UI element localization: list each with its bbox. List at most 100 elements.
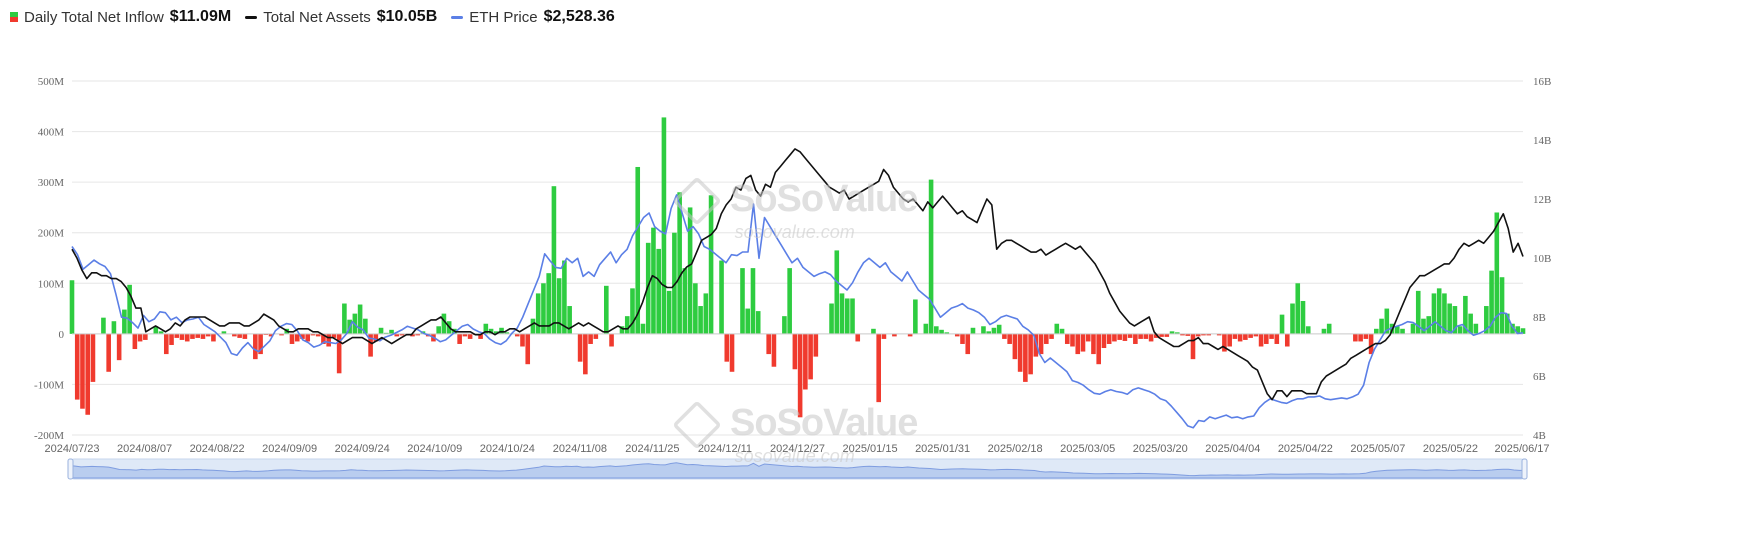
y-left-tick-label: 300M	[38, 177, 65, 189]
inflow-bar	[368, 333, 373, 357]
inflow-bar	[682, 268, 688, 334]
navigator-right-handle[interactable]	[1521, 458, 1528, 480]
inflow-bar	[1085, 333, 1091, 342]
inflow-bar	[829, 303, 834, 334]
inflow-bar	[1300, 300, 1306, 334]
inflow-bar	[792, 333, 798, 370]
inflow-bar	[1520, 328, 1526, 334]
inflow-bar	[1415, 290, 1421, 334]
x-tick-label: 2025/05/22	[1423, 443, 1478, 455]
inflow-bar	[1452, 306, 1458, 334]
inflow-bar	[1290, 303, 1295, 334]
inflow-bar	[803, 333, 808, 390]
x-tick-label: 2024/07/23	[44, 443, 99, 455]
inflow-bar	[195, 333, 201, 338]
inflow-bar	[1394, 326, 1400, 334]
inflow-bar	[1384, 308, 1390, 334]
inflow-bar	[1195, 333, 1201, 337]
inflow-bar	[934, 326, 939, 334]
inflow-bar	[1038, 333, 1044, 355]
inflow-bar	[336, 333, 342, 374]
inflow-bar	[1148, 333, 1154, 342]
inflow-bar	[619, 326, 625, 334]
legend-item-price[interactable]: ETH Price $2,528.36	[451, 8, 615, 26]
inflow-bar	[389, 329, 394, 334]
x-tick-label: 2024/10/24	[480, 443, 535, 455]
inflow-bar	[184, 333, 190, 342]
inflow-swatch-icon	[10, 12, 18, 22]
inflow-bar	[383, 332, 389, 334]
inflow-bar	[970, 327, 976, 334]
inflow-bar	[1138, 333, 1143, 339]
inflow-bar	[745, 308, 751, 334]
inflow-bar	[630, 288, 635, 334]
inflow-bar	[693, 283, 698, 334]
x-tick-label: 2025/04/04	[1205, 443, 1260, 455]
inflow-bar	[1080, 333, 1086, 352]
inflow-bar	[1269, 333, 1274, 339]
inflow-bar	[499, 327, 504, 334]
inflow-bar	[242, 333, 248, 339]
inflow-bar	[703, 293, 709, 334]
x-tick-label: 2025/04/22	[1278, 443, 1333, 455]
chart-legend: Daily Total Net Inflow $11.09M Total Net…	[10, 4, 615, 30]
x-tick-label: 2025/01/31	[915, 443, 970, 455]
inflow-bar	[1305, 326, 1311, 334]
x-tick-label: 2024/12/11	[698, 443, 752, 455]
inflow-bar	[535, 293, 541, 334]
inflow-bar	[69, 280, 75, 334]
navigator-left-handle[interactable]	[67, 458, 74, 480]
eth-price-line	[71, 194, 1524, 429]
inflow-bar	[1143, 333, 1149, 339]
inflow-bar	[677, 192, 682, 334]
inflow-bar	[797, 333, 803, 418]
y-right-tick-label: 16B	[1533, 76, 1551, 88]
inflow-bar	[1442, 293, 1447, 334]
x-tick-label: 2025/01/15	[843, 443, 898, 455]
inflow-bar	[954, 333, 960, 337]
inflow-bar	[687, 207, 693, 334]
legend-price-value: $2,528.36	[543, 8, 615, 25]
inflow-bar	[143, 333, 148, 340]
inflow-bar	[604, 285, 609, 334]
inflow-bar	[101, 317, 106, 334]
inflow-bar	[1232, 333, 1238, 339]
inflow-bar	[1154, 333, 1159, 338]
x-tick-label: 2025/02/18	[988, 443, 1043, 455]
inflow-bar	[1447, 303, 1452, 334]
inflow-bar	[237, 333, 242, 338]
legend-item-inflow[interactable]: Daily Total Net Inflow $11.09M	[10, 8, 231, 26]
inflow-bar	[1358, 333, 1363, 342]
x-tick-label: 2024/09/09	[262, 443, 317, 455]
inflow-bar	[300, 333, 305, 339]
inflow-bar	[771, 333, 777, 367]
inflow-bar	[583, 333, 588, 375]
inflow-bar	[1180, 333, 1185, 336]
inflow-bar	[174, 333, 180, 338]
inflow-bar	[871, 328, 876, 334]
inflow-bar	[1064, 333, 1070, 344]
legend-item-assets[interactable]: Total Net Assets $10.05B	[245, 8, 437, 26]
inflow-bar	[122, 309, 127, 334]
y-left-tick-label: 100M	[38, 278, 65, 290]
inflow-bar	[1222, 333, 1227, 352]
inflow-bar	[410, 333, 415, 337]
inflow-bar	[1258, 333, 1264, 347]
inflow-bar	[1368, 333, 1374, 355]
inflow-bar	[1216, 333, 1222, 336]
inflow-bar	[342, 303, 347, 334]
y-right-tick-label: 10B	[1533, 253, 1551, 265]
inflow-bar	[1017, 333, 1023, 372]
inflow-bar	[520, 333, 525, 347]
inflow-bar	[913, 299, 918, 334]
inflow-bar	[635, 166, 641, 334]
x-tick-label: 2024/08/07	[117, 443, 172, 455]
inflow-bar	[960, 333, 965, 344]
legend-price-label: ETH Price	[469, 8, 538, 26]
inflow-bar	[541, 283, 546, 334]
inflow-bar	[478, 333, 483, 339]
inflow-bar	[289, 333, 295, 344]
inflow-bar	[672, 232, 677, 334]
x-tick-label: 2024/09/24	[335, 443, 390, 455]
